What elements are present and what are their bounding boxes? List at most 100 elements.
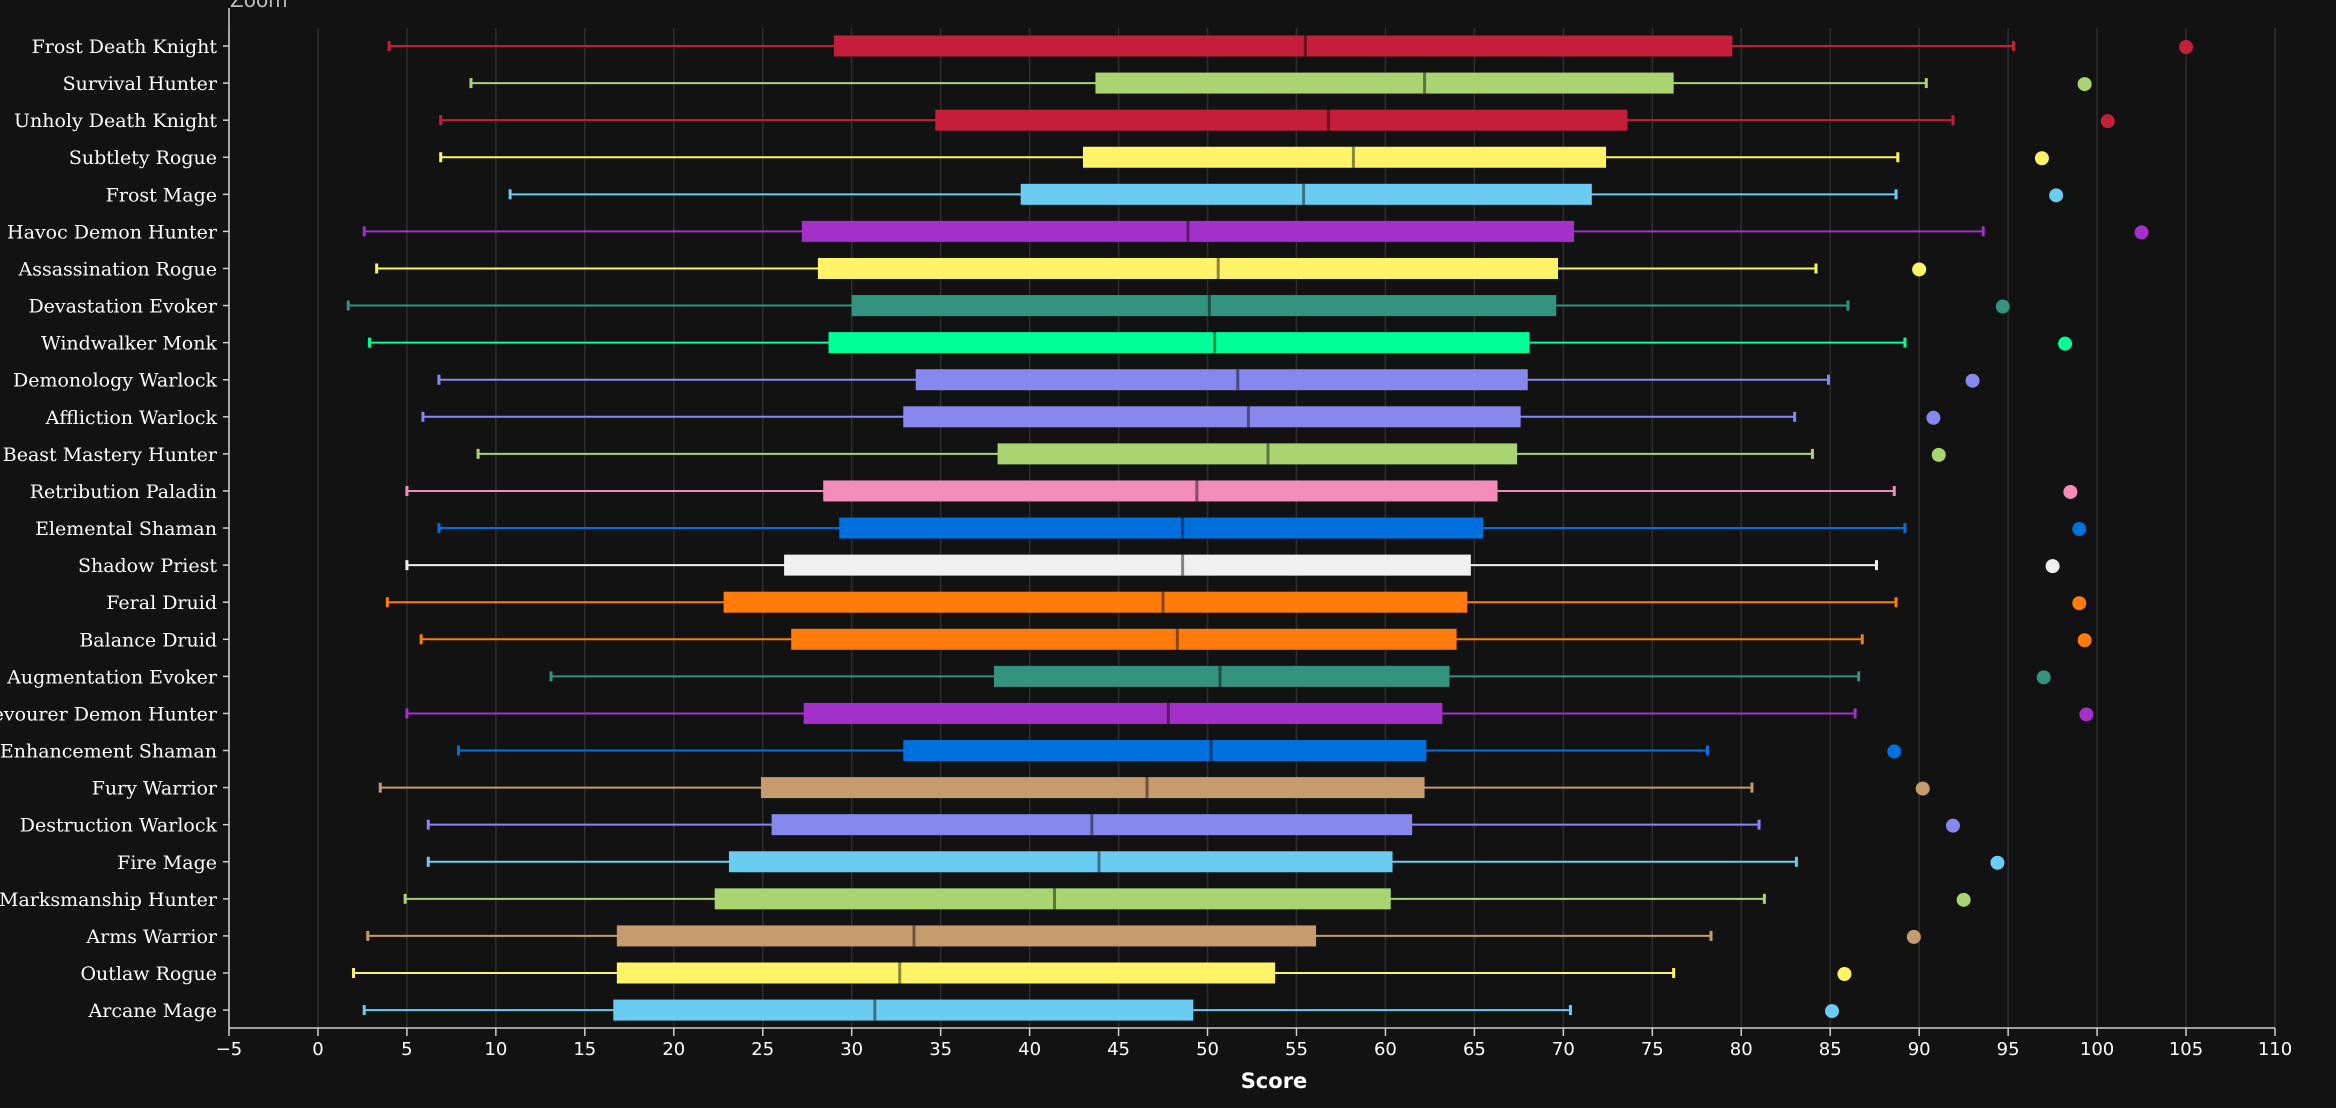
iqr-box	[823, 480, 1498, 502]
outlier-point	[2134, 225, 2149, 240]
category-label: Retribution Paladin	[30, 481, 217, 503]
x-tick-label: 70	[1552, 1039, 1575, 1060]
category-label: Arcane Mage	[88, 1000, 217, 1022]
iqr-box	[903, 740, 1427, 762]
category-label: Balance Druid	[79, 629, 217, 651]
box-row: Fury Warrior	[92, 777, 1930, 800]
box-row: Survival Hunter	[63, 72, 2092, 95]
box-row: Frost Death Knight	[32, 35, 2194, 58]
iqr-box	[935, 109, 1628, 131]
iqr-box	[828, 332, 1530, 354]
box-row: Arms Warrior	[85, 925, 1921, 948]
box-row: Subtlety Rogue	[69, 146, 2049, 169]
x-tick-label: 90	[1908, 1039, 1931, 1060]
iqr-box	[997, 443, 1518, 465]
x-tick-label: 15	[573, 1039, 596, 1060]
category-label: Subtlety Rogue	[69, 147, 217, 169]
x-tick-label: 75	[1641, 1039, 1664, 1060]
iqr-box	[803, 702, 1443, 724]
iqr-box	[613, 999, 1194, 1021]
x-tick-label: 50	[1196, 1039, 1219, 1060]
outlier-point	[1887, 744, 1902, 759]
category-label: Elemental Shaman	[35, 518, 217, 540]
category-label: Fury Warrior	[92, 778, 218, 800]
iqr-box	[771, 814, 1413, 836]
outlier-point	[2036, 670, 2051, 685]
iqr-box	[817, 257, 1559, 279]
box-row: Enhancement Shaman	[0, 740, 1902, 763]
outlier-point	[2179, 40, 2194, 54]
iqr-box	[915, 369, 1528, 391]
outlier-point	[1990, 855, 2005, 870]
box-row: Devourer Demon Hunter	[0, 702, 2094, 725]
x-tick-label: 20	[662, 1039, 685, 1060]
iqr-box	[839, 517, 1484, 539]
iqr-box	[1082, 146, 1607, 168]
iqr-box	[723, 591, 1468, 613]
category-label: Shadow Priest	[78, 555, 217, 577]
category-label: Windwalker Monk	[41, 333, 217, 355]
iqr-box	[728, 851, 1393, 873]
category-label: Survival Hunter	[63, 73, 218, 95]
zoom-label[interactable]: Zoom	[230, 0, 288, 12]
box-row: Fire Mage	[117, 851, 2005, 874]
category-label: Enhancement Shaman	[0, 741, 217, 763]
category-label: Feral Druid	[106, 592, 217, 614]
iqr-box	[616, 962, 1276, 984]
outlier-point	[2077, 77, 2092, 92]
box-row: Outlaw Rogue	[80, 962, 1852, 985]
box-row: Feral Druid	[106, 591, 2087, 614]
iqr-box	[1095, 72, 1674, 94]
x-tick-label: 0	[312, 1039, 323, 1060]
outlier-point	[2058, 336, 2073, 351]
x-tick-label: 110	[2258, 1039, 2292, 1060]
category-label: Augmentation Evoker	[6, 666, 218, 688]
category-label: Devourer Demon Hunter	[0, 703, 218, 725]
iqr-box	[801, 220, 1575, 242]
outlier-point	[1824, 1004, 1839, 1019]
x-tick-label: 80	[1730, 1039, 1753, 1060]
box-row: Retribution Paladin	[30, 480, 2078, 503]
box-row: Affliction Warlock	[45, 406, 1941, 429]
box-row: Beast Mastery Hunter	[3, 443, 1946, 466]
x-tick-label: 25	[751, 1039, 774, 1060]
x-tick-label: −5	[216, 1039, 243, 1060]
outlier-point	[2077, 633, 2092, 648]
box-row: Assassination Rogue	[17, 257, 1927, 280]
box-row: Elemental Shaman	[35, 517, 2087, 540]
outlier-point	[1906, 929, 1921, 944]
iqr-box	[833, 35, 1733, 57]
box-row: Balance Druid	[79, 628, 2092, 651]
outlier-point	[2100, 114, 2115, 129]
iqr-box	[1020, 183, 1592, 205]
box-row: Havoc Demon Hunter	[7, 220, 2149, 243]
outlier-point	[1837, 967, 1852, 981]
box-row: Devastation Evoker	[28, 295, 2010, 318]
category-label: Beast Mastery Hunter	[3, 444, 218, 466]
iqr-box	[791, 628, 1457, 650]
box-row: Frost Mage	[106, 183, 2064, 206]
category-label: Affliction Warlock	[45, 407, 218, 429]
outlier-point	[2049, 188, 2064, 203]
iqr-box	[994, 665, 1450, 687]
category-label: Arms Warrior	[85, 926, 217, 948]
box-row: Unholy Death Knight	[14, 109, 2115, 132]
x-tick-label: 45	[1107, 1039, 1130, 1060]
x-tick-label: 60	[1374, 1039, 1397, 1060]
outlier-point	[2072, 522, 2087, 537]
x-tick-label: 95	[1997, 1039, 2020, 1060]
outlier-point	[2034, 151, 2049, 166]
x-tick-label: 100	[2080, 1039, 2114, 1060]
x-tick-label: 55	[1285, 1039, 1308, 1060]
x-tick-label: 40	[1018, 1039, 1041, 1060]
box-row: Shadow Priest	[78, 554, 2060, 577]
category-label: Outlaw Rogue	[80, 963, 217, 985]
outlier-point	[2063, 484, 2078, 499]
iqr-box	[714, 888, 1391, 910]
outlier-point	[2079, 707, 2094, 722]
iqr-box	[760, 777, 1425, 799]
category-label: Havoc Demon Hunter	[7, 221, 218, 243]
box-row: Destruction Warlock	[20, 814, 1960, 837]
outlier-point	[1956, 892, 1971, 907]
